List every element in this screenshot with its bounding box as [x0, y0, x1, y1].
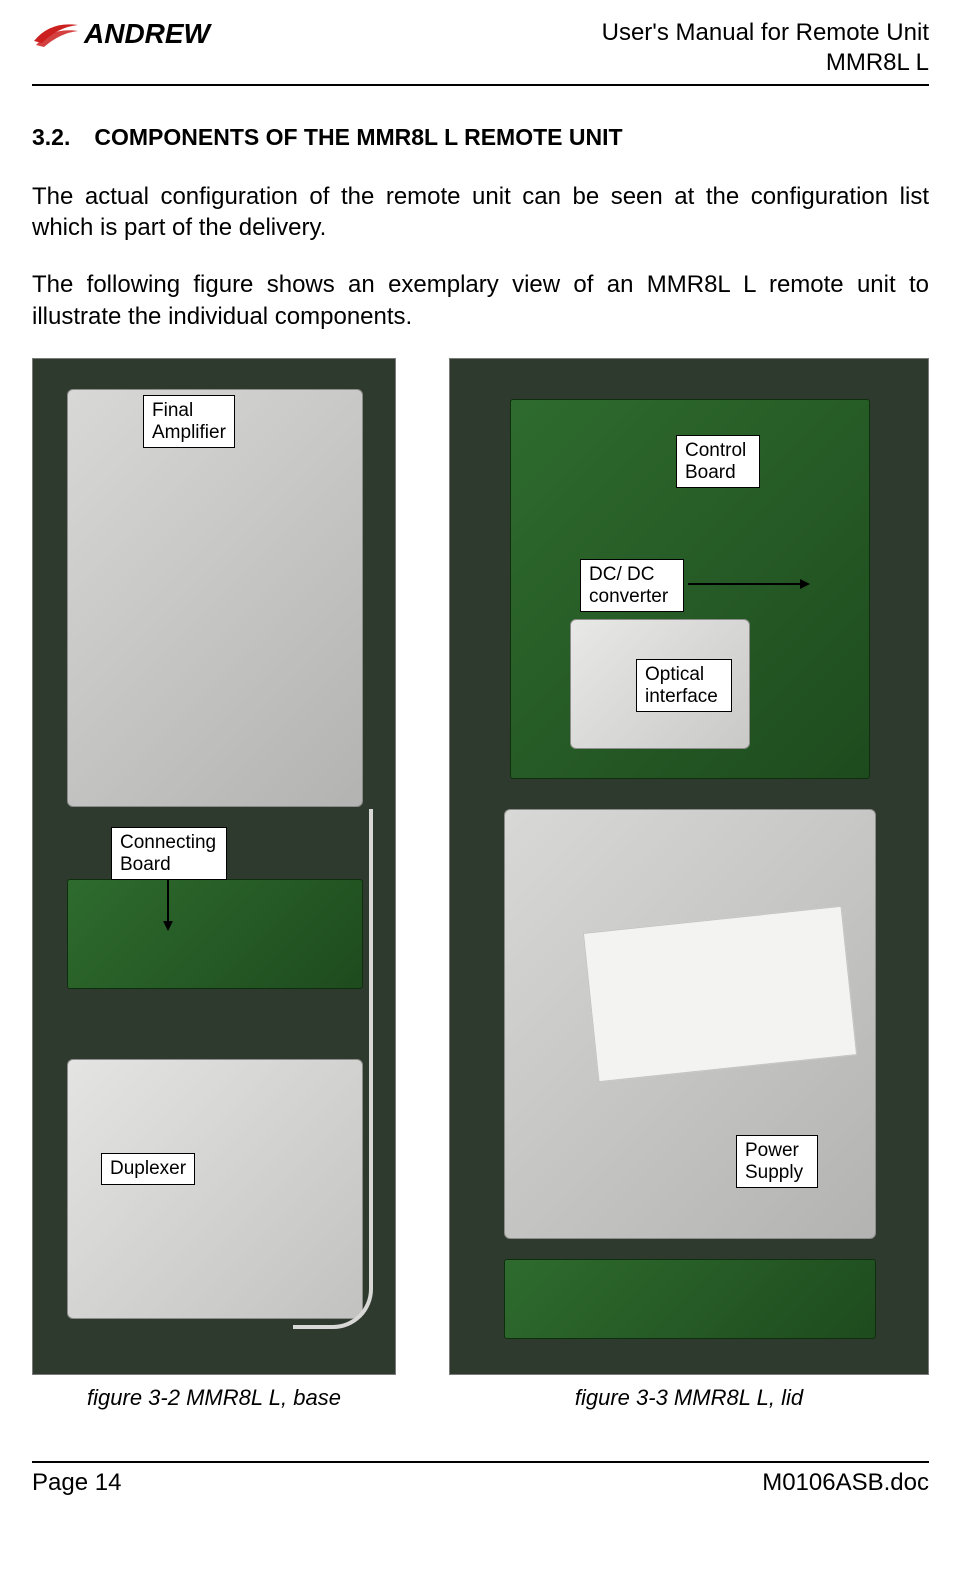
figures-row: Final Amplifier Connecting Board Duplexe…: [32, 358, 929, 1411]
footer-page: Page 14: [32, 1469, 121, 1497]
figure-right-frame: Control Board DC/ DC converter Optical i…: [449, 358, 929, 1375]
label-optical-interface: Optical interface: [636, 659, 732, 713]
power-supply-sticker: [583, 906, 857, 1082]
section-heading: 3.2. COMPONENTS OF THE MMR8L L REMOTE UNI…: [32, 124, 929, 151]
andrew-swoosh-icon: [32, 19, 80, 49]
header-title: User's Manual for Remote Unit MMR8L L: [602, 18, 929, 78]
label-duplexer: Duplexer: [101, 1153, 195, 1185]
page: ANDREW User's Manual for Remote Unit MMR…: [0, 0, 961, 1525]
label-dcdc-converter: DC/ DC converter: [580, 559, 684, 613]
brand-text: ANDREW: [84, 18, 210, 50]
label-power-supply: Power Supply: [736, 1135, 818, 1189]
bottom-pcb: [504, 1259, 876, 1339]
figure-left-caption: figure 3-2 MMR8L L, base: [87, 1385, 341, 1411]
final-amplifier-plate: [67, 389, 363, 807]
page-header: ANDREW User's Manual for Remote Unit MMR…: [32, 18, 929, 86]
page-footer: Page 14 M0106ASB.doc: [32, 1461, 929, 1497]
arrow-dcdc: [688, 583, 808, 585]
figure-left-frame: Final Amplifier Connecting Board Duplexe…: [32, 358, 396, 1375]
label-control-board: Control Board: [676, 435, 760, 489]
header-title-line2: MMR8L L: [602, 48, 929, 78]
paragraph-1: The actual configuration of the remote u…: [32, 181, 929, 243]
label-final-amplifier: Final Amplifier: [143, 395, 235, 449]
figure-right-caption: figure 3-3 MMR8L L, lid: [575, 1385, 803, 1411]
cable-bundle: [293, 809, 373, 1329]
arrow-connecting-board: [167, 875, 169, 929]
paragraph-2: The following figure shows an exemplary …: [32, 269, 929, 331]
section-number: 3.2.: [32, 124, 70, 151]
header-title-line1: User's Manual for Remote Unit: [602, 18, 929, 48]
figure-left-column: Final Amplifier Connecting Board Duplexe…: [32, 358, 396, 1411]
label-connecting-board: Connecting Board: [111, 827, 227, 881]
footer-doc: M0106ASB.doc: [762, 1469, 929, 1497]
section-title: COMPONENTS OF THE MMR8L L REMOTE UNIT: [94, 124, 622, 150]
brand-logo: ANDREW: [32, 18, 210, 50]
figure-right-column: Control Board DC/ DC converter Optical i…: [449, 358, 929, 1411]
